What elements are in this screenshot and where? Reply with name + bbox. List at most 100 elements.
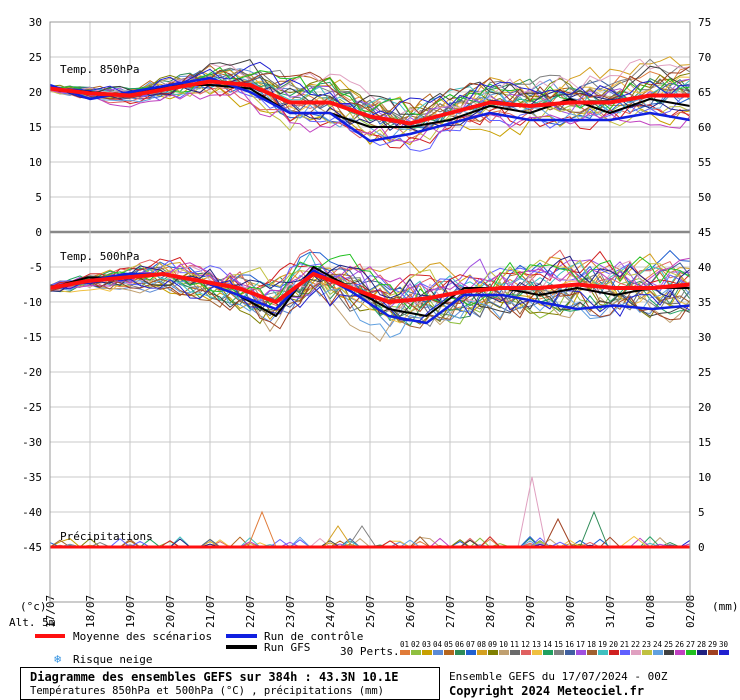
t500-panel-label: Temp. 500hPa <box>60 250 139 263</box>
date-tick-label: 20/07 <box>164 595 177 628</box>
pert-color-swatch <box>697 650 707 655</box>
right-tick-label: 10 <box>698 471 711 484</box>
pert-number-label: 04 <box>433 640 443 649</box>
left-tick-label: -25 <box>22 401 42 414</box>
date-tick-label: 23/07 <box>284 595 297 628</box>
pert-number-label: 17 <box>576 640 585 649</box>
t850-perturbation-line <box>49 78 691 133</box>
left-tick-label: 30 <box>29 16 42 29</box>
pert-color-swatch <box>609 650 619 655</box>
pert-number-label: 27 <box>686 640 695 649</box>
pert-number-label: 13 <box>532 640 541 649</box>
pert-number-label: 22 <box>631 640 640 649</box>
date-tick-label: 31/07 <box>604 595 617 628</box>
t500-perturbation-line <box>49 273 691 329</box>
left-tick-label: -35 <box>22 471 42 484</box>
pert-color-swatch <box>488 650 498 655</box>
right-tick-label: 35 <box>698 296 711 309</box>
t850-panel-label: Temp. 850hPa <box>60 63 139 76</box>
pert-number-label: 21 <box>620 640 629 649</box>
legend-gfs-label: Run GFS <box>264 641 310 654</box>
pert-color-swatch <box>422 650 432 655</box>
pert-number-label: 10 <box>499 640 509 649</box>
pert-number-label: 28 <box>697 640 707 649</box>
right-tick-label: 5 <box>698 506 705 519</box>
right-tick-label: 40 <box>698 261 711 274</box>
left-tick-label: 15 <box>29 121 42 134</box>
pert-number-label: 03 <box>422 640 431 649</box>
pert-number-label: 30 <box>719 640 729 649</box>
t850-perturbation-line <box>49 88 691 143</box>
pert-color-swatch <box>719 650 729 655</box>
right-tick-label: 70 <box>698 51 711 64</box>
pert-number-label: 15 <box>554 640 563 649</box>
left-tick-label: -15 <box>22 331 42 344</box>
pert-color-swatch <box>499 650 509 655</box>
left-tick-label: -10 <box>22 296 42 309</box>
main-series-lines <box>49 76 691 549</box>
left-unit-label: (°c) <box>20 600 47 613</box>
pert-color-swatch <box>455 650 465 655</box>
date-tick-label: 22/07 <box>244 595 257 628</box>
t850-mean-line <box>49 79 690 126</box>
pert-color-swatch <box>400 650 410 655</box>
pert-color-swatch <box>521 650 531 655</box>
pert-color-swatch <box>510 650 520 655</box>
pert-color-swatch <box>466 650 476 655</box>
right-tick-label: 65 <box>698 86 711 99</box>
left-tick-label: -40 <box>22 506 42 519</box>
left-tick-label: 5 <box>35 191 42 204</box>
left-tick-label: -5 <box>29 261 42 274</box>
altitude-label: Alt. 5m <box>9 616 56 629</box>
right-tick-label: 55 <box>698 156 711 169</box>
pert-number-label: 12 <box>521 640 530 649</box>
t500-perturbation-line <box>49 249 691 303</box>
pert-color-swatch <box>675 650 685 655</box>
date-tick-label: 19/07 <box>124 595 137 628</box>
pert-number-label: 26 <box>675 640 685 649</box>
precip-panel-label: Précipitations <box>60 530 153 543</box>
pert-number-label: 19 <box>598 640 607 649</box>
pert-color-swatch <box>433 650 443 655</box>
date-tick-label: 01/08 <box>644 595 657 628</box>
date-tick-label: 02/08 <box>684 595 697 628</box>
t500-perturbation-line <box>49 274 691 339</box>
pert-number-label: 11 <box>510 640 519 649</box>
left-tick-label: -20 <box>22 366 42 379</box>
legend-mean-label: Moyenne des scénarios <box>73 630 212 643</box>
precip-spike <box>247 510 277 548</box>
footer-run: Ensemble GEFS du 17/07/2024 - 00Z <box>449 670 668 683</box>
right-tick-label: 45 <box>698 226 711 239</box>
pert-color-swatch <box>598 650 608 655</box>
right-tick-label: 50 <box>698 191 711 204</box>
pert-number-label: 25 <box>664 640 673 649</box>
pert-color-swatch <box>631 650 641 655</box>
footer-title: Diagramme des ensembles GEFS sur 384h : … <box>30 670 399 684</box>
date-tick-label: 27/07 <box>444 595 457 628</box>
date-tick-label: 18/07 <box>84 595 97 628</box>
pert-color-swatch <box>444 650 454 655</box>
pert-color-swatch <box>642 650 652 655</box>
date-tick-label: 26/07 <box>404 595 417 628</box>
left-tick-label: 20 <box>29 86 42 99</box>
pert-number-label: 01 <box>400 640 409 649</box>
pert-color-swatch <box>543 650 553 655</box>
t500-perturbation-line <box>49 255 691 303</box>
date-tick-label: 17/07 <box>44 595 57 628</box>
right-tick-label: 75 <box>698 16 711 29</box>
precip-spike <box>517 476 547 548</box>
pert-number-label: 14 <box>543 640 553 649</box>
right-tick-label: 30 <box>698 331 711 344</box>
pert-number-label: 08 <box>477 640 487 649</box>
precip-spike <box>323 525 353 548</box>
right-tick-label: 15 <box>698 436 711 449</box>
legend-perts-label: 30 Perts. <box>340 645 400 658</box>
left-tick-label: 25 <box>29 51 42 64</box>
left-tick-label: 0 <box>35 226 42 239</box>
legend-snow-label: Risque neige <box>73 653 152 666</box>
pert-color-swatch <box>653 650 663 655</box>
pert-number-label: 07 <box>466 640 475 649</box>
pert-color-swatch <box>532 650 542 655</box>
pert-number-label: 20 <box>609 640 619 649</box>
